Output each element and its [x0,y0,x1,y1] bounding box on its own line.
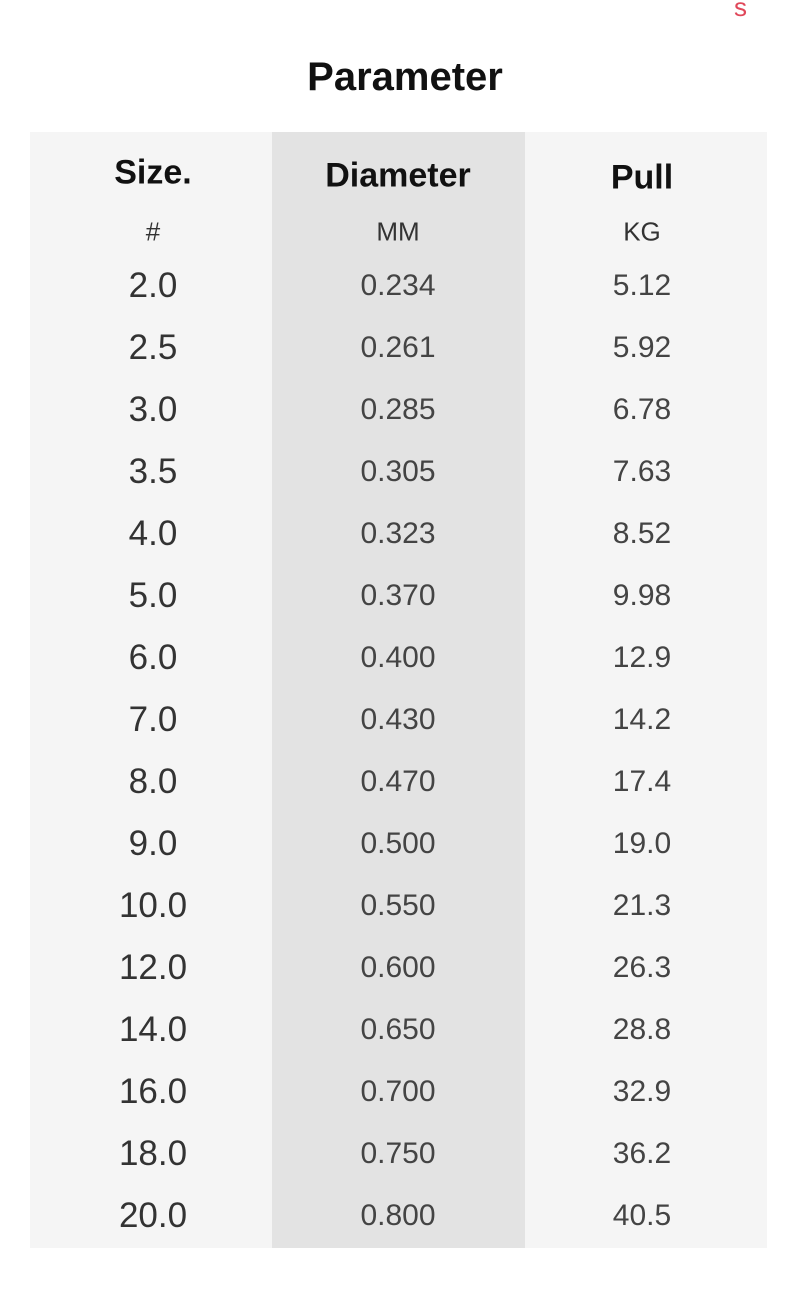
cell-pull: 9.98 [612,579,672,612]
corner-text-fragment: s [734,0,747,22]
cell-diameter: 0.261 [360,331,436,364]
cell-diameter: 0.285 [360,393,436,426]
cell-pull: 14.2 [612,703,672,736]
unit-size: # [145,216,161,247]
cell-size: 9.0 [128,824,178,863]
cell-diameter: 0.550 [360,889,436,922]
cell-size: 16.0 [118,1072,188,1111]
cell-diameter: 0.700 [360,1075,436,1108]
cell-pull: 7.63 [612,455,672,488]
cell-diameter: 0.800 [360,1199,436,1232]
cell-diameter: 0.600 [360,951,436,984]
cell-diameter: 0.234 [360,269,436,302]
cell-diameter: 0.305 [360,455,436,488]
cell-pull: 28.8 [612,1013,672,1046]
cell-size: 2.5 [128,328,178,367]
cell-diameter: 0.430 [360,703,436,736]
cell-size: 7.0 [128,700,178,739]
cell-size: 10.0 [118,886,188,925]
cell-pull: 21.3 [612,889,672,922]
cell-size: 14.0 [118,1010,188,1049]
cell-diameter: 0.370 [360,579,436,612]
cell-pull: 5.12 [612,269,672,302]
cell-diameter: 0.400 [360,641,436,674]
cell-diameter: 0.650 [360,1013,436,1046]
cell-pull: 40.5 [612,1199,672,1232]
cell-pull: 8.52 [612,517,672,550]
cell-size: 5.0 [128,576,178,615]
cell-size: 2.0 [128,266,178,305]
cell-size: 6.0 [128,638,178,677]
cell-diameter: 0.470 [360,765,436,798]
cell-size: 8.0 [128,762,178,801]
cell-size: 3.0 [128,390,178,429]
cell-size: 18.0 [118,1134,188,1173]
cell-size: 12.0 [118,948,188,987]
cell-size: 20.0 [118,1196,188,1235]
cell-pull: 36.2 [612,1137,672,1170]
cell-pull: 26.3 [612,951,672,984]
parameter-table: Size. Diameter Pull # MM KG 2.0 0.234 5.12… [30,132,767,1248]
cell-pull: 17.4 [612,765,672,798]
unit-diameter: MM [376,216,420,247]
unit-pull: KG [623,216,661,247]
cell-pull: 5.92 [612,331,672,364]
cell-diameter: 0.750 [360,1137,436,1170]
diameter-column-highlight [272,132,525,1248]
cell-pull: 6.78 [612,393,672,426]
cell-size: 4.0 [128,514,178,553]
header-pull: Pull [610,158,674,197]
cell-pull: 19.0 [612,827,672,860]
cell-size: 3.5 [128,452,178,491]
header-diameter: Diameter [325,156,471,195]
cell-diameter: 0.323 [360,517,436,550]
cell-pull: 32.9 [612,1075,672,1108]
cell-pull: 12.9 [612,641,672,674]
cell-diameter: 0.500 [360,827,436,860]
header-size: Size. [114,153,192,192]
page-title: Parameter [307,55,503,99]
